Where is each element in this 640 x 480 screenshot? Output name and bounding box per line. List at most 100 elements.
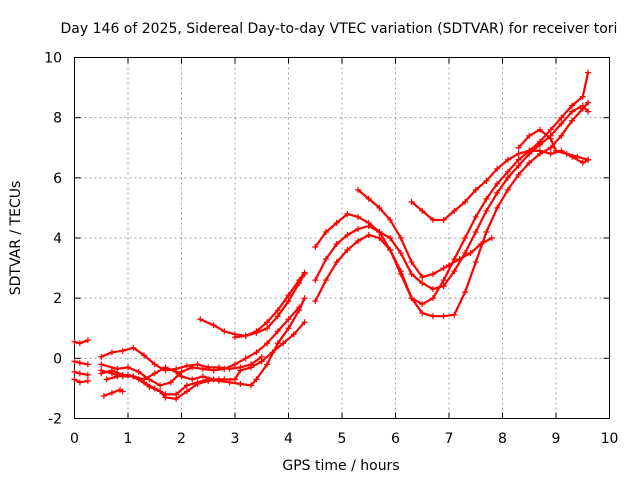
data-point bbox=[515, 144, 522, 151]
data-point bbox=[440, 265, 447, 272]
data-point bbox=[226, 365, 233, 372]
data-point bbox=[526, 147, 533, 154]
x-tick-label: 6 bbox=[391, 431, 400, 447]
series-12 bbox=[232, 269, 308, 341]
data-point bbox=[162, 394, 169, 401]
data-point bbox=[408, 198, 415, 205]
data-point bbox=[558, 120, 565, 127]
data-point bbox=[483, 228, 490, 235]
data-point bbox=[258, 353, 265, 360]
data-point bbox=[151, 361, 158, 368]
x-tick-label: 5 bbox=[338, 431, 347, 447]
data-point bbox=[76, 379, 83, 386]
data-point bbox=[483, 207, 490, 214]
data-point bbox=[569, 102, 576, 109]
data-point bbox=[125, 364, 131, 371]
data-point bbox=[397, 250, 404, 257]
data-point bbox=[285, 316, 292, 323]
data-point bbox=[376, 204, 383, 211]
grid-lines bbox=[74, 57, 610, 419]
data-point bbox=[462, 235, 469, 241]
data-point bbox=[440, 277, 447, 284]
data-point bbox=[157, 388, 164, 395]
data-point bbox=[344, 231, 351, 238]
x-tick-label: 2 bbox=[177, 431, 186, 447]
data-point bbox=[76, 370, 83, 377]
data-point bbox=[157, 382, 164, 389]
series-1 bbox=[71, 337, 91, 347]
series-trace bbox=[105, 373, 221, 400]
data-point bbox=[114, 365, 121, 372]
data-point bbox=[355, 225, 362, 232]
data-point bbox=[301, 269, 308, 276]
chart-title: Day 146 of 2025, Sidereal Day-to-day VTE… bbox=[61, 21, 618, 37]
data-point bbox=[429, 216, 436, 223]
data-point bbox=[547, 150, 554, 157]
data-point bbox=[579, 102, 586, 109]
series-18 bbox=[515, 126, 592, 163]
data-point bbox=[558, 114, 565, 121]
data-point bbox=[569, 108, 576, 115]
data-point bbox=[462, 198, 469, 205]
data-point bbox=[264, 361, 271, 368]
x-tick-label: 1 bbox=[124, 431, 133, 447]
x-tick-label: 4 bbox=[284, 431, 293, 447]
data-point bbox=[451, 311, 458, 318]
data-point bbox=[558, 132, 565, 139]
data-point bbox=[280, 340, 287, 347]
data-point bbox=[285, 325, 292, 332]
data-point bbox=[151, 370, 158, 377]
data-point bbox=[108, 367, 115, 374]
data-point bbox=[285, 292, 292, 299]
series-13 bbox=[312, 99, 592, 320]
data-point bbox=[504, 168, 511, 175]
y-axis-label: SDTVAR / TECUs bbox=[8, 181, 24, 296]
data-point bbox=[232, 361, 238, 368]
data-point bbox=[237, 364, 244, 371]
data-point bbox=[365, 231, 372, 238]
series-17 bbox=[408, 147, 592, 223]
data-point bbox=[365, 219, 372, 226]
data-point bbox=[71, 338, 78, 345]
data-point bbox=[472, 259, 479, 266]
data-point bbox=[84, 371, 91, 378]
data-point bbox=[274, 307, 281, 314]
data-point bbox=[189, 376, 196, 383]
data-point bbox=[253, 328, 260, 335]
data-point bbox=[515, 162, 522, 169]
series-trace bbox=[100, 297, 306, 396]
data-point bbox=[563, 150, 570, 157]
data-point bbox=[526, 132, 533, 139]
data-point bbox=[451, 268, 458, 275]
data-point bbox=[494, 204, 501, 211]
data-point bbox=[451, 207, 458, 214]
data-point bbox=[301, 295, 308, 302]
data-point bbox=[84, 361, 91, 368]
data-point bbox=[488, 235, 495, 241]
data-point bbox=[440, 313, 447, 320]
data-point bbox=[274, 313, 281, 320]
data-point bbox=[429, 313, 436, 320]
data-point bbox=[312, 298, 319, 305]
data-point bbox=[125, 371, 131, 378]
data-point bbox=[429, 271, 436, 278]
data-point bbox=[355, 238, 362, 245]
data-point bbox=[194, 361, 201, 368]
series-trace bbox=[233, 271, 306, 339]
data-point bbox=[553, 147, 559, 154]
x-tick-labels: 0 1 2 3 4 5 6 7 8 9 10 bbox=[70, 431, 618, 447]
data-point bbox=[333, 219, 340, 226]
data-point bbox=[71, 376, 78, 383]
data-point bbox=[333, 241, 340, 248]
data-point bbox=[387, 216, 394, 223]
data-point bbox=[84, 337, 91, 344]
data-point bbox=[483, 177, 490, 184]
data-point bbox=[274, 328, 281, 335]
data-point bbox=[264, 325, 271, 332]
data-point bbox=[456, 256, 463, 263]
data-point bbox=[408, 295, 415, 302]
data-point bbox=[84, 377, 91, 384]
data-point bbox=[478, 241, 485, 248]
x-axis-label: GPS time / hours bbox=[282, 458, 399, 474]
data-point bbox=[419, 207, 426, 214]
